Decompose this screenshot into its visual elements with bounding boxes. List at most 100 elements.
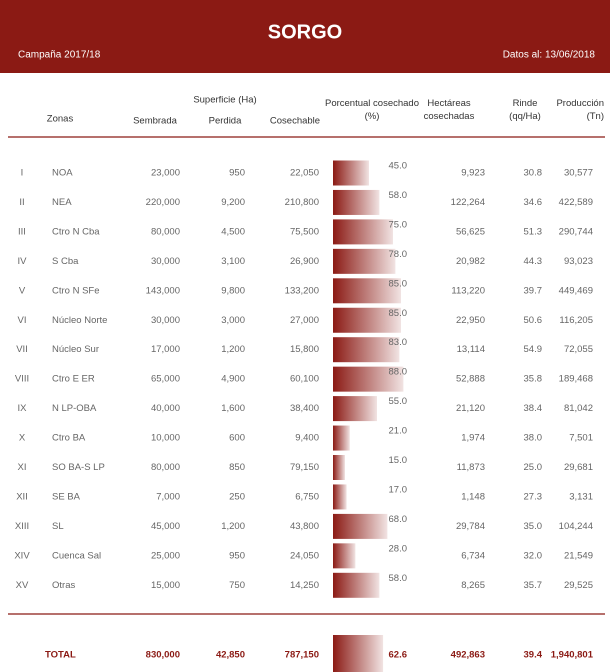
cell: 38.4: [524, 403, 543, 414]
cell: 35.8: [524, 374, 543, 385]
cell: 27.3: [524, 491, 543, 502]
cell: 7,000: [156, 491, 180, 502]
cell: 9,800: [221, 285, 245, 296]
cell: 43,800: [290, 521, 319, 532]
column-header: Porcentual cosechado (%): [325, 98, 419, 122]
column-header: Superficie (Ha): [193, 95, 256, 106]
cell: 116,205: [559, 315, 593, 326]
cell: 830,000: [146, 650, 180, 661]
cell: 950: [229, 550, 245, 561]
cell: 29,681: [564, 462, 593, 473]
header-band: [0, 0, 610, 73]
cell: 290,744: [559, 226, 593, 237]
column-header: Cosechable: [270, 116, 320, 127]
cell: 492,863: [451, 650, 485, 661]
cell: 21,120: [456, 403, 485, 414]
row-number: IV: [18, 256, 28, 267]
pct-bar: [333, 278, 401, 304]
pct-bar: [333, 337, 400, 363]
cell: 39.7: [524, 285, 543, 296]
zone: SE BA: [52, 491, 81, 502]
campaign: Campaña 2017/18: [18, 50, 101, 61]
cell: 11,873: [457, 462, 485, 473]
zone: Ctro N SFe: [52, 285, 100, 296]
cell: 9,200: [221, 197, 245, 208]
cell: 4,900: [221, 374, 245, 385]
cell: 60,100: [290, 374, 319, 385]
zone: Ctro N Cba: [52, 226, 100, 237]
cell: 122,264: [451, 197, 485, 208]
pct-label: 17.0: [389, 484, 408, 495]
cell: 39.4: [524, 650, 543, 661]
pct-bar: [333, 513, 388, 539]
row-number: IX: [18, 403, 28, 414]
pct-bar: [333, 572, 380, 598]
zone: SL: [52, 521, 64, 532]
pct-label: 21.0: [389, 426, 408, 437]
zone: Cuenca Sal: [52, 550, 101, 561]
row-number: XI: [18, 462, 27, 473]
cell: 9,400: [295, 433, 319, 444]
cell: 4,500: [221, 226, 245, 237]
zone: Núcleo Norte: [52, 315, 107, 326]
column-header: Zonas: [47, 114, 74, 125]
cell: 3,131: [569, 491, 593, 502]
column-header: Rinde (qq/Ha): [509, 98, 541, 122]
zone: NEA: [52, 197, 72, 208]
pct-label: 58.0: [389, 190, 408, 201]
cell: 750: [229, 580, 245, 591]
pct-label: 45.0: [389, 161, 408, 172]
pct-label: 78.0: [389, 249, 408, 260]
cell: 449,469: [559, 285, 593, 296]
row-number: XIII: [15, 521, 29, 532]
pct-label: 83.0: [389, 337, 408, 348]
cell: 14,250: [290, 580, 319, 591]
zone: NOA: [52, 168, 73, 179]
cell: 1,200: [221, 521, 245, 532]
row-number: VIII: [15, 374, 29, 385]
column-header: Hectáreas cosechadas: [424, 98, 475, 122]
cell: 24,050: [290, 550, 319, 561]
cell: 210,800: [285, 197, 319, 208]
cell: 10,000: [151, 433, 180, 444]
pct-label: 85.0: [389, 278, 408, 289]
cell: 13,114: [457, 344, 485, 355]
pct-label: 15.0: [389, 455, 408, 466]
cell: 56,625: [456, 226, 485, 237]
pct-bar: [333, 160, 369, 186]
cell: 30,577: [564, 168, 593, 179]
pct-bar: [333, 543, 356, 569]
cell: 38.0: [524, 433, 543, 444]
pct-bar: [333, 484, 347, 510]
cell: 25.0: [524, 462, 543, 473]
cell: 3,000: [221, 315, 245, 326]
pct-bar: [333, 219, 393, 245]
zone: Ctro BA: [52, 433, 86, 444]
cell: 35.7: [524, 580, 543, 591]
cell: 21,549: [564, 550, 593, 561]
cell: 15,000: [151, 580, 180, 591]
cell: 50.6: [524, 315, 543, 326]
cell: 30,000: [151, 315, 180, 326]
cell: 113,220: [451, 285, 485, 296]
cell: 787,150: [285, 650, 319, 661]
cell: 17,000: [151, 344, 180, 355]
cell: 850: [229, 462, 245, 473]
pct-bar: [333, 307, 401, 333]
cell: 143,000: [146, 285, 180, 296]
cell: 250: [229, 491, 245, 502]
cell: 22,050: [290, 168, 319, 179]
cell: 3,100: [221, 256, 245, 267]
cell: 29,784: [456, 521, 485, 532]
cell: 600: [229, 433, 245, 444]
zone: SO BA-S LP: [52, 462, 105, 473]
row-number: XIV: [14, 550, 30, 561]
cell: 44.3: [524, 256, 543, 267]
pct-bar: [333, 366, 404, 392]
cell: 7,501: [569, 433, 593, 444]
cell: 9,923: [461, 168, 485, 179]
cell: 32.0: [524, 550, 543, 561]
cell: 65,000: [151, 374, 180, 385]
cell: 23,000: [151, 168, 180, 179]
